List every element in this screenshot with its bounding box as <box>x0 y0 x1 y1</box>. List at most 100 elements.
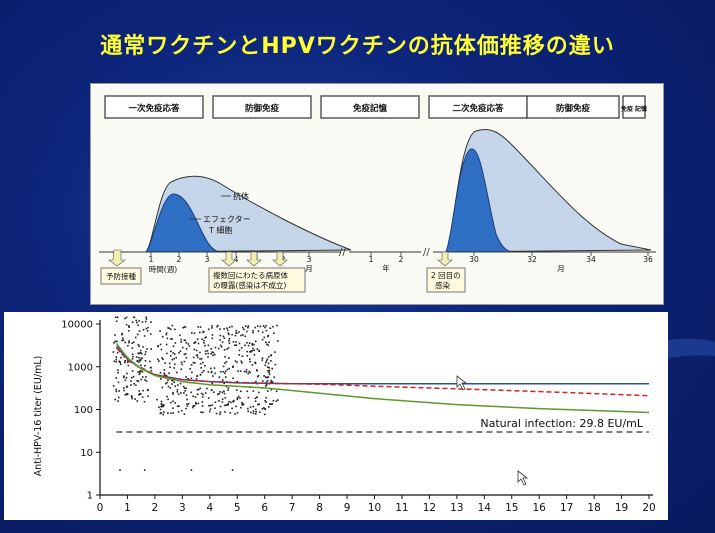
scatter-point <box>267 334 270 337</box>
scatter-point <box>240 406 242 409</box>
scatter-point <box>223 328 225 330</box>
scatter-point <box>169 328 172 331</box>
scatter-point <box>236 389 238 391</box>
scatter-point <box>150 348 152 350</box>
scatter-point <box>206 387 208 390</box>
scatter-point <box>224 411 226 413</box>
x-tick-label: 19 <box>615 502 628 514</box>
scatter-point <box>200 411 202 413</box>
scatter-point <box>265 381 268 384</box>
scatter-point <box>207 328 210 331</box>
scatter-point <box>211 404 213 406</box>
scatter-point <box>199 387 202 390</box>
scatter-point <box>170 338 172 340</box>
scatter-point <box>189 368 191 370</box>
scatter-point <box>265 324 267 327</box>
scatter-point <box>265 361 267 364</box>
scatter-point <box>172 407 174 409</box>
scatter-point <box>214 372 216 375</box>
scatter-point <box>235 344 238 346</box>
scatter-point <box>115 377 118 379</box>
scatter-point <box>219 411 222 413</box>
scatter-point <box>219 405 222 408</box>
vaccination-callout <box>100 267 142 285</box>
scatter-point <box>143 469 146 471</box>
scatter-point <box>217 393 219 396</box>
scatter-point <box>235 329 237 332</box>
scatter-point <box>172 400 174 402</box>
scatter-point <box>138 330 141 332</box>
scatter-point <box>144 379 146 381</box>
scatter-point <box>180 361 183 364</box>
scatter-point <box>143 400 146 403</box>
x-tick-label: 16 <box>533 502 547 514</box>
x-tick-label: 0 <box>97 502 104 514</box>
scatter-point <box>201 338 203 340</box>
scatter-point <box>268 369 271 372</box>
scatter-point <box>199 326 202 328</box>
scatter-point <box>141 376 144 378</box>
scatter-point <box>211 337 214 340</box>
scatter-point <box>171 338 173 340</box>
scatter-point <box>172 392 174 394</box>
scatter-point <box>138 393 141 395</box>
scatter-point <box>239 370 242 372</box>
scatter-point <box>258 403 260 406</box>
scatter-point <box>159 408 162 411</box>
scatter-point <box>227 403 229 405</box>
scatter-point <box>174 328 176 331</box>
scatter-point <box>178 405 180 407</box>
scatter-point <box>184 353 187 355</box>
scatter-point <box>270 379 273 382</box>
scatter-point <box>256 325 259 327</box>
scatter-point <box>254 326 256 329</box>
scatter-point <box>147 395 149 398</box>
scatter-point <box>136 380 138 382</box>
scatter-point <box>138 390 141 392</box>
scatter-point <box>229 412 232 414</box>
scatter-point <box>174 402 176 404</box>
scatter-point <box>161 335 164 338</box>
scatter-point <box>168 327 170 330</box>
scatter-point <box>241 362 243 364</box>
scatter-point <box>131 376 133 379</box>
scatter-point <box>149 333 152 335</box>
scatter-point <box>167 327 169 329</box>
scatter-point <box>237 395 240 398</box>
scatter-point <box>196 393 199 395</box>
scatter-point <box>265 401 268 403</box>
phase-label-3: 二次免疫応答 <box>452 103 504 114</box>
scatter-point <box>221 341 224 343</box>
scatter-point <box>184 390 186 392</box>
scatter-point <box>173 381 175 383</box>
scatter-point <box>163 372 165 375</box>
scatter-point <box>185 394 188 396</box>
scatter-point <box>185 342 188 344</box>
scatter-point <box>224 372 226 375</box>
scatter-point <box>131 358 134 360</box>
scatter-point <box>145 376 147 378</box>
scatter-point <box>121 333 123 336</box>
top-unit-label-0: 時間(週) <box>149 265 177 274</box>
scatter-point <box>180 368 183 370</box>
scatter-point <box>277 340 279 342</box>
scatter-point <box>119 361 121 364</box>
scatter-point <box>120 356 122 359</box>
scatter-point <box>195 354 198 357</box>
scatter-point <box>136 321 138 324</box>
scatter-point <box>125 393 127 396</box>
scatter-point <box>139 372 141 374</box>
scatter-point <box>182 385 185 388</box>
phase-box-5 <box>622 95 646 119</box>
scatter-point <box>252 390 255 392</box>
scatter-point <box>249 360 251 363</box>
scatter-point <box>243 370 246 373</box>
scatter-point <box>211 334 214 336</box>
scatter-point <box>163 411 165 413</box>
scatter-point <box>266 380 269 382</box>
scatter-point <box>211 382 213 385</box>
scatter-point <box>138 356 140 359</box>
scatter-point <box>115 356 118 358</box>
vaccination-label: 予防接種 <box>106 271 136 281</box>
scatter-point <box>126 372 128 375</box>
